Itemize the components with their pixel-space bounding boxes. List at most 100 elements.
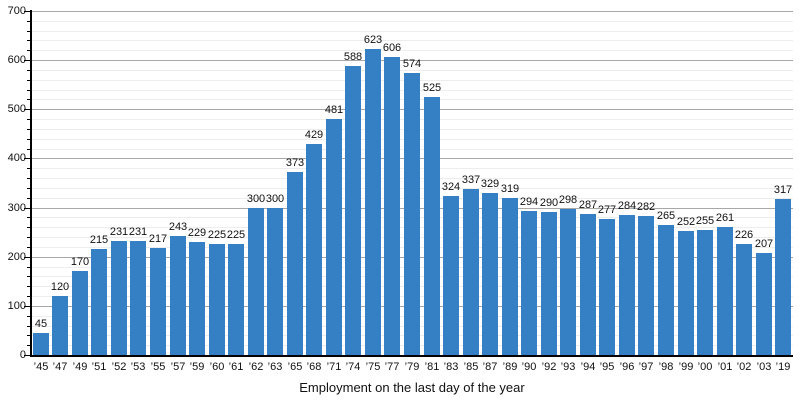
- bar: [189, 242, 205, 355]
- bar-value-label: 606: [382, 42, 402, 54]
- bar: [678, 231, 694, 355]
- y-minor-tick: [27, 70, 30, 71]
- y-minor-tick: [27, 286, 30, 287]
- y-tick-label: 100: [7, 300, 26, 312]
- bar: [502, 198, 518, 355]
- bar-value-label: 225: [226, 229, 246, 241]
- x-axis-title: Employment on the last day of the year: [299, 380, 525, 395]
- y-minor-tick: [27, 50, 30, 51]
- bar: [72, 271, 88, 355]
- bar-value-label: 255: [695, 215, 715, 227]
- bar-value-label: 217: [148, 233, 168, 245]
- bar-value-label: 231: [128, 226, 148, 238]
- x-tick-label: ’93: [560, 361, 576, 373]
- x-tick-label: ’53: [130, 361, 146, 373]
- bar-value-label: 282: [636, 201, 656, 213]
- bar: [521, 211, 537, 355]
- bar-value-label: 373: [285, 157, 305, 169]
- y-major-tick: [24, 208, 30, 209]
- x-tick-label: ’00: [697, 361, 713, 373]
- bar: [384, 57, 400, 355]
- x-tick-label: ’49: [72, 361, 88, 373]
- bar: [209, 244, 225, 355]
- x-tick-label: ’61: [228, 361, 244, 373]
- minor-gridline: [31, 70, 793, 71]
- bar-value-label: 287: [578, 199, 598, 211]
- x-tick-label: ’74: [345, 361, 361, 373]
- x-tick-label: ’85: [463, 361, 479, 373]
- y-minor-tick: [27, 178, 30, 179]
- bar: [404, 73, 420, 355]
- x-tick-label: ’47: [52, 361, 68, 373]
- x-tick-label: ’79: [404, 361, 420, 373]
- y-major-tick: [24, 257, 30, 258]
- y-tick-label: 0: [19, 349, 26, 361]
- bar-value-label: 525: [422, 82, 442, 94]
- x-tick-label: ’68: [306, 361, 322, 373]
- bar: [619, 215, 635, 355]
- y-tick-label: 300: [7, 202, 26, 214]
- bar: [287, 172, 303, 355]
- y-minor-tick: [27, 129, 30, 130]
- y-axis: [30, 10, 32, 356]
- x-tick-label: ’96: [619, 361, 635, 373]
- bar-value-label: 300: [265, 193, 285, 205]
- y-tick-label: 200: [7, 251, 26, 263]
- x-tick-label: ’90: [521, 361, 537, 373]
- bar-value-label: 300: [246, 193, 266, 205]
- bar: [736, 244, 752, 355]
- minor-gridline: [31, 40, 793, 41]
- y-minor-tick: [27, 247, 30, 248]
- y-major-tick: [24, 306, 30, 307]
- bar: [91, 249, 107, 355]
- y-major-tick: [24, 109, 30, 110]
- bar-value-label: 243: [168, 221, 188, 233]
- y-minor-tick: [27, 90, 30, 91]
- x-tick-label: ’02: [736, 361, 752, 373]
- bar: [482, 193, 498, 355]
- bar: [580, 214, 596, 355]
- x-tick-label: ’01: [717, 361, 733, 373]
- bar: [52, 296, 68, 355]
- bar-value-label: 207: [754, 238, 774, 250]
- bar: [638, 216, 654, 355]
- bar-value-label: 337: [461, 174, 481, 186]
- y-minor-tick: [27, 296, 30, 297]
- y-minor-tick: [27, 80, 30, 81]
- x-tick-label: ’45: [33, 361, 49, 373]
- x-tick-label: ’99: [678, 361, 694, 373]
- x-tick-label: ’19: [775, 361, 791, 373]
- y-minor-tick: [27, 227, 30, 228]
- bar: [775, 199, 791, 355]
- x-tick-label: ’97: [638, 361, 654, 373]
- x-tick-label: ’92: [541, 361, 557, 373]
- x-tick-label: ’55: [150, 361, 166, 373]
- y-minor-tick: [27, 345, 30, 346]
- bar: [228, 244, 244, 355]
- bar: [306, 144, 322, 355]
- bar: [150, 248, 166, 355]
- bar-value-label: 277: [597, 204, 617, 216]
- y-major-tick: [24, 158, 30, 159]
- bar: [599, 219, 615, 355]
- bar: [130, 241, 146, 355]
- y-minor-tick: [27, 335, 30, 336]
- x-tick-label: ’60: [209, 361, 225, 373]
- bar-value-label: 120: [50, 281, 70, 293]
- bar-value-label: 329: [480, 178, 500, 190]
- bar: [170, 236, 186, 355]
- bar-value-label: 265: [656, 210, 676, 222]
- bar: [443, 196, 459, 355]
- bar: [717, 227, 733, 355]
- y-minor-tick: [27, 267, 30, 268]
- y-minor-tick: [27, 188, 30, 189]
- x-tick-label: ’81: [424, 361, 440, 373]
- y-minor-tick: [27, 217, 30, 218]
- bar-value-label: 229: [187, 227, 207, 239]
- bar-value-label: 261: [715, 212, 735, 224]
- x-tick-label: ’95: [599, 361, 615, 373]
- bar-value-label: 225: [207, 229, 227, 241]
- y-minor-tick: [27, 40, 30, 41]
- y-minor-tick: [27, 326, 30, 327]
